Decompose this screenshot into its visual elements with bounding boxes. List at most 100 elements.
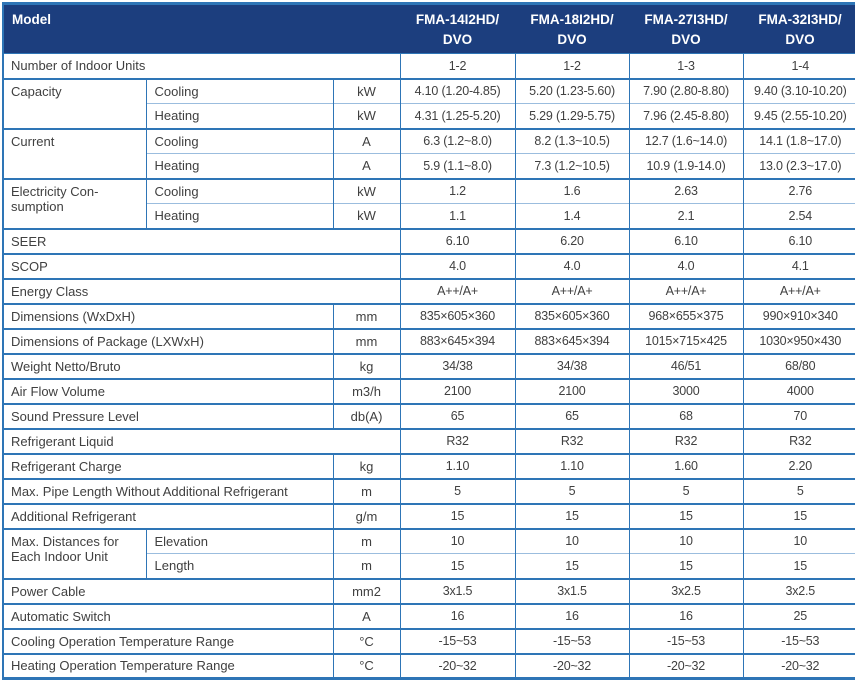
sub-label: Cooling xyxy=(145,77,333,104)
row-label: Additional Refrigerant xyxy=(3,502,333,529)
cell-value: 46/51 xyxy=(628,352,744,379)
unit-cell: kW xyxy=(332,177,401,204)
cell-value: 8.2 (1.3~10.5) xyxy=(514,127,630,154)
cell-value: 968×655×375 xyxy=(628,302,744,329)
row-indoor-units: Number of Indoor Units 1-2 1-2 1-3 1-4 xyxy=(3,53,855,79)
cell-value: R32 xyxy=(399,427,516,454)
cell-value: 68 xyxy=(628,402,744,429)
model-name-line2: DVO xyxy=(785,31,815,47)
row-max-distance-length: Length m 15 15 15 15 xyxy=(3,553,855,579)
group-label: Max. Distances for Each Indoor Unit xyxy=(3,527,146,579)
model-column-fma-32: FMA-32I3HD/DVO xyxy=(743,1,855,54)
cell-value: 1.60 xyxy=(628,452,744,479)
cell-value: 1.4 xyxy=(514,203,630,229)
group-label: Capacity xyxy=(3,77,146,129)
cell-value: 835×605×360 xyxy=(399,302,516,329)
cell-value: 6.20 xyxy=(514,227,630,254)
cell-value: 2.20 xyxy=(742,452,855,479)
row-label: SEER xyxy=(3,227,401,254)
cell-value: 34/38 xyxy=(399,352,516,379)
unit-cell: °C xyxy=(332,652,401,679)
cell-value: 25 xyxy=(742,602,855,629)
model-name-line2: DVO xyxy=(557,31,587,47)
row-automatic-switch: Automatic Switch A 16 16 16 25 xyxy=(3,602,855,629)
row-label: SCOP xyxy=(3,252,401,279)
cell-value: 835×605×360 xyxy=(514,302,630,329)
row-capacity-heating: Heating kW 4.31 (1.25-5.20) 5.29 (1.29-5… xyxy=(3,103,855,129)
header-row: Model FMA-14I2HD/DVO FMA-18I2HD/DVO FMA-… xyxy=(3,1,855,54)
sub-label: Heating xyxy=(145,103,333,129)
row-electricity-heating: Heating kW 1.1 1.4 2.1 2.54 xyxy=(3,203,855,229)
cell-value: A++/A+ xyxy=(399,277,516,304)
unit-cell: g/m xyxy=(332,502,401,529)
cell-value: 1.2 xyxy=(399,177,516,204)
cell-value: 68/80 xyxy=(742,352,855,379)
sub-label: Cooling xyxy=(145,127,333,154)
row-capacity-cooling: Capacity Cooling kW 4.10 (1.20-4.85) 5.2… xyxy=(3,77,855,129)
cell-value: 5.20 (1.23-5.60) xyxy=(514,77,630,104)
cell-value: 10 xyxy=(514,527,630,554)
row-dimensions: Dimensions (WxDxH) mm 835×605×360 835×60… xyxy=(3,302,855,329)
cell-value: 7.3 (1.2~10.5) xyxy=(514,153,630,179)
unit-cell: A xyxy=(332,153,401,179)
cell-value: 4.10 (1.20-4.85) xyxy=(399,77,516,104)
cell-value: 9.40 (3.10-10.20) xyxy=(742,77,855,104)
cell-value: R32 xyxy=(628,427,744,454)
row-label: Refrigerant Charge xyxy=(3,452,333,479)
cell-value: 14.1 (1.8~17.0) xyxy=(742,127,855,154)
cell-value: 1.6 xyxy=(514,177,630,204)
cell-value: 3000 xyxy=(628,377,744,404)
unit-cell: kW xyxy=(332,77,401,104)
cell-value: 2100 xyxy=(514,377,630,404)
cell-value: -15~53 xyxy=(742,627,855,654)
cell-value: -15~53 xyxy=(628,627,744,654)
row-label: Sound Pressure Level xyxy=(3,402,333,429)
cell-value: 1-4 xyxy=(742,53,855,79)
cell-value: -20~32 xyxy=(742,652,855,679)
sub-label: Heating xyxy=(145,153,333,179)
model-name-line1: FMA-18I2HD/ xyxy=(530,12,614,27)
cell-value: -15~53 xyxy=(399,627,516,654)
row-label: Automatic Switch xyxy=(3,602,333,629)
row-cooling-temp-range: Cooling Operation Temperature Range °C -… xyxy=(3,627,855,654)
row-label: Energy Class xyxy=(3,277,401,304)
unit-cell: m xyxy=(332,553,401,579)
cell-value: 16 xyxy=(399,602,516,629)
unit-cell: db(A) xyxy=(332,402,401,429)
row-label: Heating Operation Temperature Range xyxy=(3,652,333,679)
row-label: Dimensions (WxDxH) xyxy=(3,302,333,329)
cell-value: 9.45 (2.55-10.20) xyxy=(742,103,855,129)
cell-value: 5 xyxy=(514,477,630,504)
cell-value: 10.9 (1.9-14.0) xyxy=(628,153,744,179)
unit-cell: m xyxy=(332,477,401,504)
model-name-line1: FMA-27I3HD/ xyxy=(644,12,728,27)
cell-value: 7.96 (2.45-8.80) xyxy=(628,103,744,129)
cell-value: 10 xyxy=(628,527,744,554)
group-label: Current xyxy=(3,127,146,179)
cell-value: 1-2 xyxy=(514,53,630,79)
sub-label: Heating xyxy=(145,203,333,229)
cell-value: 883×645×394 xyxy=(399,327,516,354)
row-electricity-cooling: Electricity Con-sumption Cooling kW 1.2 … xyxy=(3,177,855,229)
cell-value: 1-2 xyxy=(399,53,516,79)
unit-cell: m3/h xyxy=(332,377,401,404)
cell-value: 15 xyxy=(628,502,744,529)
cell-value: 1015×715×425 xyxy=(628,327,744,354)
unit-cell: mm2 xyxy=(332,577,401,604)
unit-cell: kW xyxy=(332,203,401,229)
cell-value: 5 xyxy=(399,477,516,504)
cell-value: 1-3 xyxy=(628,53,744,79)
cell-value: 1030×950×430 xyxy=(742,327,855,354)
row-power-cable: Power Cable mm2 3x1.5 3x1.5 3x2.5 3x2.5 xyxy=(3,577,855,604)
cell-value: 12.7 (1.6~14.0) xyxy=(628,127,744,154)
cell-value: 4.0 xyxy=(399,252,516,279)
row-label: Dimensions of Package (LXWxH) xyxy=(3,327,333,354)
cell-value: 2.76 xyxy=(742,177,855,204)
cell-value: R32 xyxy=(742,427,855,454)
cell-value: 2100 xyxy=(399,377,516,404)
model-column-fma-18: FMA-18I2HD/DVO xyxy=(515,1,630,54)
row-label: Air Flow Volume xyxy=(3,377,333,404)
cell-value: 10 xyxy=(399,527,516,554)
